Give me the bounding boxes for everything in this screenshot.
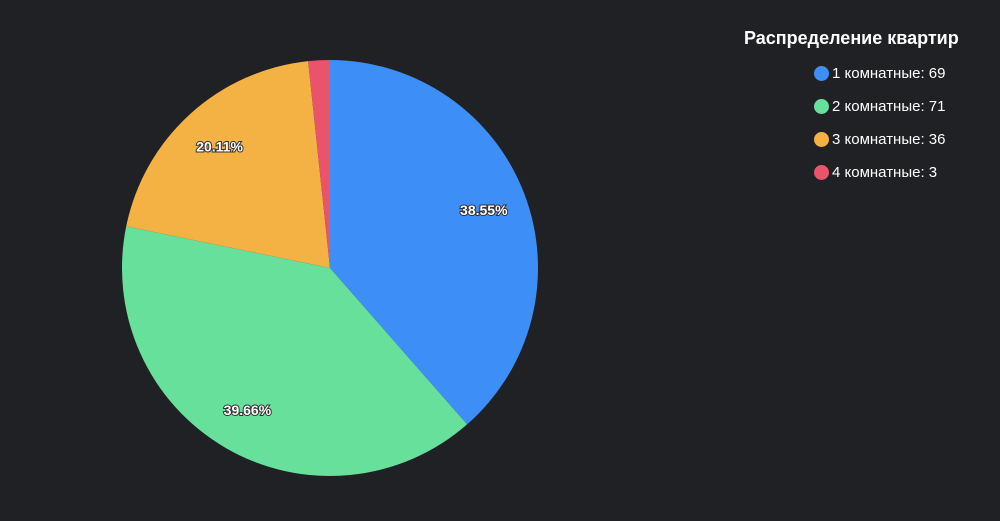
legend-color-dot xyxy=(814,132,829,147)
legend-label: 4 комнатные: 3 xyxy=(832,164,938,181)
legend-color-dot xyxy=(814,165,829,180)
slice-percent-label: 20.11% xyxy=(196,138,243,154)
pie-slice[interactable] xyxy=(122,226,468,476)
legend-label: 3 комнатные: 36 xyxy=(832,131,946,148)
legend-color-dot xyxy=(814,99,829,114)
legend-label: 2 комнатные: 71 xyxy=(832,98,946,115)
legend-item[interactable]: 2 комнатные: 71 xyxy=(814,94,959,119)
legend-item[interactable]: 3 комнатные: 36 xyxy=(814,127,959,152)
legend-label: 1 комнатные: 69 xyxy=(832,65,946,82)
pie-slice[interactable] xyxy=(308,60,330,268)
slice-percent-label: 38.55% xyxy=(460,202,508,218)
legend: Распределение квартир 1 комнатные: 69 2 к… xyxy=(744,28,959,193)
legend-color-dot xyxy=(814,66,829,81)
pie-slice[interactable] xyxy=(126,61,330,268)
pie-slice[interactable] xyxy=(330,60,538,425)
slice-percent-label: 39.66% xyxy=(224,402,272,418)
legend-item[interactable]: 1 комнатные: 69 xyxy=(814,61,959,86)
legend-title: Распределение квартир xyxy=(744,28,959,48)
legend-item[interactable]: 4 комнатные: 3 xyxy=(814,160,959,185)
